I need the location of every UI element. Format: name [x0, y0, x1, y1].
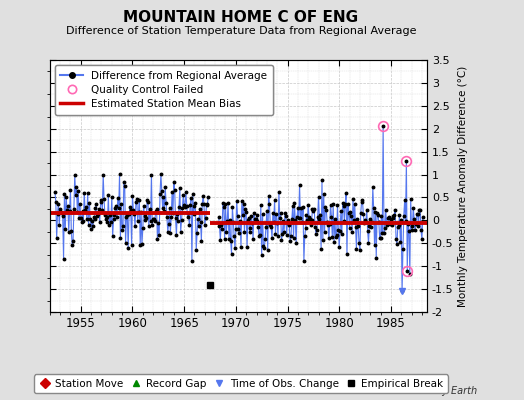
- Text: MOUNTAIN HOME C OF ENG: MOUNTAIN HOME C OF ENG: [124, 10, 358, 25]
- Legend: Difference from Regional Average, Quality Control Failed, Estimated Station Mean: Difference from Regional Average, Qualit…: [55, 65, 272, 115]
- Legend: Station Move, Record Gap, Time of Obs. Change, Empirical Break: Station Move, Record Gap, Time of Obs. C…: [34, 374, 448, 393]
- Text: Difference of Station Temperature Data from Regional Average: Difference of Station Temperature Data f…: [66, 26, 416, 36]
- Y-axis label: Monthly Temperature Anomaly Difference (°C): Monthly Temperature Anomaly Difference (…: [457, 65, 468, 307]
- Text: Berkeley Earth: Berkeley Earth: [405, 386, 477, 396]
